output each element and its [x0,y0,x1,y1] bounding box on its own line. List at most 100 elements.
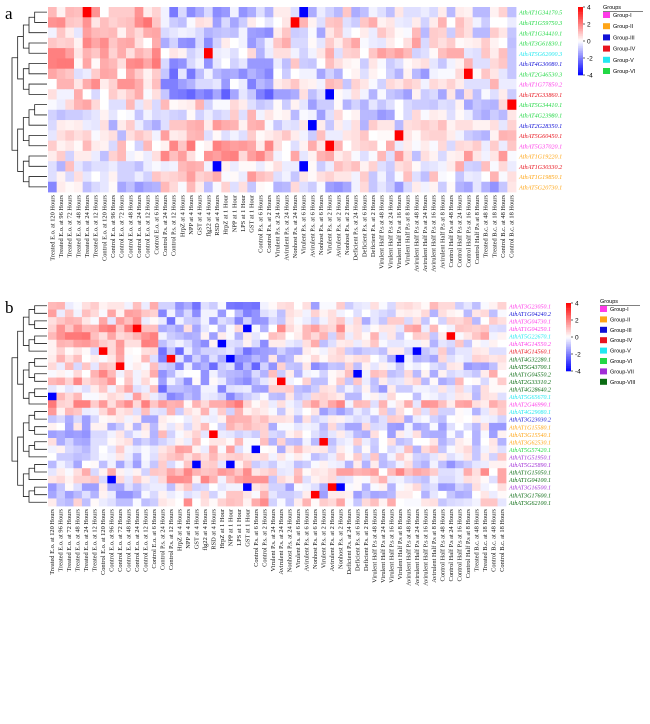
heatmap-cell [124,302,134,310]
heatmap-cell [74,89,84,100]
heatmap-cell [498,78,508,90]
heatmap-cell [209,483,219,492]
heatmap-cell [141,392,151,401]
heatmap-cell [209,422,219,431]
heatmap-cell [234,392,244,401]
heatmap-cell [226,460,235,469]
heatmap-cell [344,430,354,439]
heatmap-cell [175,438,185,446]
heatmap-cell [299,130,309,142]
heatmap-cell [234,377,244,386]
heatmap-cell [368,109,378,121]
heatmap-cell [370,445,380,454]
heatmap-cell [344,354,354,363]
heatmap-cell [481,68,491,80]
heatmap-cell [489,317,498,326]
heatmap-cell [221,58,231,70]
heatmap-cell [472,27,482,39]
heatmap-cell [226,453,235,462]
heatmap-cell [464,109,474,121]
heatmap-cell [212,140,222,152]
heatmap-cell [98,498,108,507]
heatmap-cell [124,385,134,394]
heatmap-cell [507,99,517,111]
heatmap-cell [455,392,464,401]
heatmap-cell [209,415,219,424]
heatmap-cell [100,48,110,59]
heatmap-cell [403,37,413,49]
heatmap-cell [378,400,388,409]
heatmap-cell [361,324,371,333]
heatmap-cell [325,48,335,59]
heatmap-cell [319,377,329,386]
heatmap-cell [438,468,448,477]
heatmap-cell [64,302,74,310]
heatmap-cell [404,362,414,371]
heatmap-cell [336,385,346,394]
heatmap-cell [115,392,125,401]
heatmap-cell [132,438,142,446]
heatmap-cell [158,332,168,341]
heatmap-cell [243,445,252,454]
heatmap-cell [498,7,508,18]
heatmap-cell [464,171,474,183]
heatmap-cell [175,400,185,409]
heatmap-cell [489,422,498,431]
heatmap-cell [336,422,346,431]
heatmap-cell [81,475,91,484]
heatmap-cell [421,347,431,356]
heatmap-cell [56,7,66,18]
heatmap-cell [412,385,422,394]
heatmap-cell [178,7,188,18]
heatmap-cell [481,99,491,111]
heatmap-cell [100,89,110,100]
heatmap-cell [480,468,490,477]
heatmap-cell [463,392,473,401]
heatmap-cell [264,120,274,131]
heatmap-cell [277,483,286,492]
heatmap-cell [421,362,431,371]
heatmap-cell [117,27,127,39]
heatmap-cell [290,7,300,18]
heatmap-cell [420,27,430,39]
heatmap-cell [90,309,100,318]
heatmap-cell [404,392,414,401]
heatmap-cell [368,171,378,183]
heatmap-cell [316,120,326,131]
heatmap-cell [342,58,352,70]
heatmap-cell [141,445,151,454]
heatmap-cell [334,140,344,152]
heatmap-cell [260,483,269,492]
heatmap-cell [73,354,83,363]
heatmap-cell [293,475,303,484]
heatmap-cell [183,453,193,462]
heatmap-cell [98,347,108,356]
heatmap-cell [226,438,235,446]
heatmap-cell [327,407,337,416]
heatmap-cell [74,161,84,172]
heatmap-cell [421,339,431,348]
heatmap-cell [124,370,134,378]
heatmap-cell [160,89,170,100]
heatmap-cell [277,430,286,439]
heatmap-cell [412,140,422,152]
heatmap-cell [90,370,100,378]
heatmap-cell [166,438,176,446]
heatmap-cell [243,362,252,371]
heatmap-cell [325,78,335,90]
heatmap-cell [160,171,170,183]
heatmap-cell [489,460,498,469]
heatmap-cell [438,130,448,142]
heatmap-cell [90,422,100,431]
color-scale-step [578,13,583,16]
heatmap-cell [149,483,159,492]
heatmap-cell [438,339,448,348]
heatmap-cell [226,415,235,424]
heatmap-cell [507,7,517,18]
heatmap-cell [183,407,193,416]
heatmap-cell [48,317,57,326]
heatmap-cell [342,78,352,90]
heatmap-cell [90,490,100,499]
heatmap-cell [204,17,214,28]
heatmap-cell [115,317,125,326]
